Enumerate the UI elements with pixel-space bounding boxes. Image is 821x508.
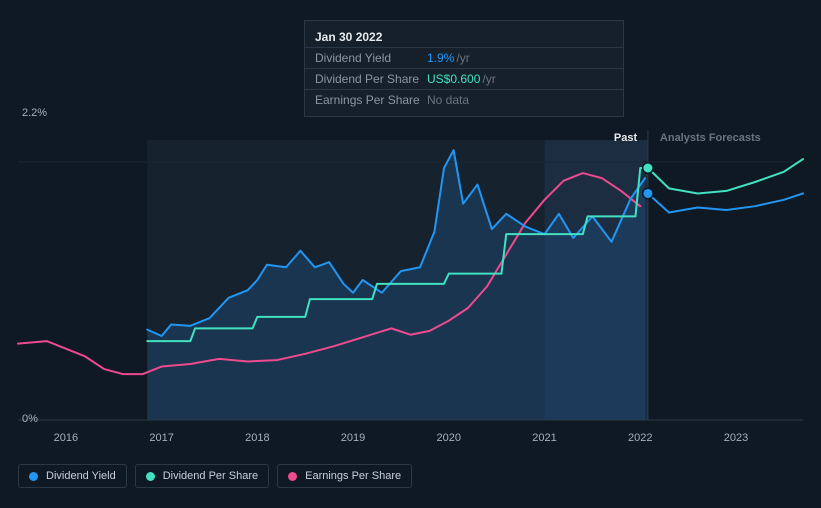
x-axis-tick: 2022: [628, 432, 652, 444]
chart-legend: Dividend Yield Dividend Per Share Earnings…: [18, 464, 412, 488]
tooltip-row-label: Earnings Per Share: [315, 93, 427, 107]
legend-label: Earnings Per Share: [305, 470, 401, 482]
legend-dot-icon: [29, 472, 38, 481]
forecast-label: Analysts Forecasts: [660, 132, 761, 144]
tooltip-row: Dividend Yield1.9% /yr: [305, 47, 623, 68]
legend-item[interactable]: Dividend Per Share: [135, 464, 269, 488]
x-axis-tick: 2019: [341, 432, 365, 444]
y-axis-max-label: 2.2%: [22, 107, 47, 119]
legend-item[interactable]: Dividend Yield: [18, 464, 127, 488]
x-axis-tick: 2018: [245, 432, 269, 444]
tooltip-row: Earnings Per ShareNo data: [305, 89, 623, 110]
past-label: Past: [614, 132, 637, 144]
legend-label: Dividend Yield: [46, 470, 116, 482]
tooltip-row-value: No data: [427, 93, 469, 107]
x-axis-tick: 2021: [532, 432, 556, 444]
x-axis-tick: 2016: [54, 432, 78, 444]
tooltip-row-label: Dividend Yield: [315, 51, 427, 65]
y-axis-min-label: 0%: [22, 413, 38, 425]
tooltip-row-value: US$0.600: [427, 72, 480, 86]
legend-label: Dividend Per Share: [163, 470, 258, 482]
legend-dot-icon: [146, 472, 155, 481]
tooltip-row-unit: /yr: [456, 51, 469, 65]
legend-item[interactable]: Earnings Per Share: [277, 464, 412, 488]
tooltip-row-value: 1.9%: [427, 51, 454, 65]
x-axis-tick: 2017: [149, 432, 173, 444]
tooltip-row-label: Dividend Per Share: [315, 72, 427, 86]
tooltip-title: Jan 30 2022: [305, 27, 623, 47]
x-axis-tick: 2020: [437, 432, 461, 444]
legend-dot-icon: [288, 472, 297, 481]
tooltip-row-unit: /yr: [482, 72, 495, 86]
chart-tooltip: Jan 30 2022 Dividend Yield1.9% /yrDivide…: [304, 20, 624, 117]
tooltip-row: Dividend Per ShareUS$0.600 /yr: [305, 68, 623, 89]
x-axis-tick: 2023: [724, 432, 748, 444]
